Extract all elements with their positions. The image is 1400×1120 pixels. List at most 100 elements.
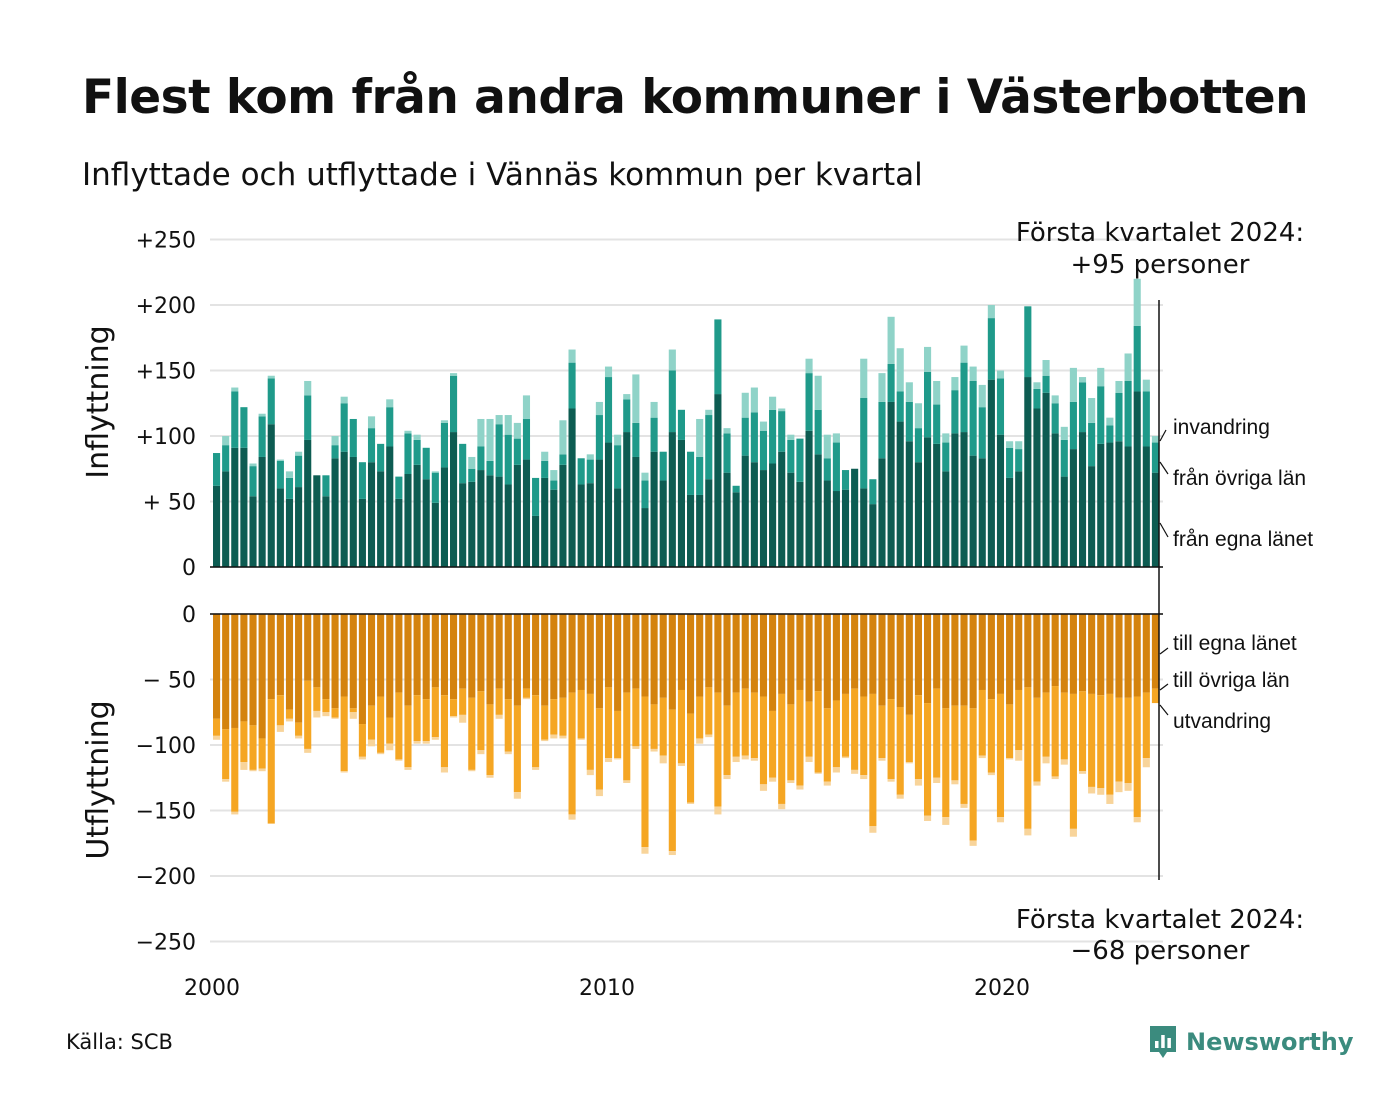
bar-immigration — [541, 451, 549, 461]
outflow-axis-label: Utflyttning — [81, 700, 116, 859]
bar-from-other-counties — [504, 434, 512, 485]
bar-immigration — [404, 430, 412, 434]
bar-to-other-counties — [1060, 692, 1068, 760]
bar-immigration — [832, 433, 840, 443]
bar-emigration — [495, 714, 503, 719]
bar-to-other-counties — [486, 704, 494, 776]
bar-from-other-counties — [440, 422, 448, 468]
bar-immigration — [1033, 382, 1041, 389]
bar-emigration — [422, 741, 430, 744]
bar-to-own-county — [322, 614, 330, 700]
bar-to-own-county — [1015, 614, 1023, 690]
bar-emigration — [996, 817, 1005, 823]
outflow-y-tick-label: 0 — [182, 603, 196, 628]
bar-from-own-county — [1133, 391, 1141, 567]
bar-immigration — [614, 434, 622, 446]
bar-to-other-counties — [1015, 689, 1023, 751]
bar-from-own-county — [276, 488, 284, 567]
bar-to-other-counties — [796, 689, 804, 786]
bar-to-other-counties — [641, 696, 649, 848]
bar-from-own-county — [687, 494, 695, 567]
bar-emigration — [249, 769, 257, 772]
bar-from-own-county — [869, 504, 877, 567]
bar-from-own-county — [951, 433, 959, 567]
bar-to-own-county — [933, 614, 941, 689]
series-label-invandring: invandring — [1173, 416, 1270, 439]
bar-emigration — [477, 750, 485, 755]
bar-emigration — [468, 769, 476, 772]
bar-to-own-county — [495, 614, 503, 689]
bar-from-own-county — [541, 477, 549, 567]
bar-from-own-county — [1069, 449, 1077, 567]
bar-to-other-counties — [413, 695, 421, 742]
bar-to-other-counties — [367, 705, 376, 740]
bar-from-own-county — [404, 473, 412, 567]
bar-from-other-counties — [568, 362, 576, 409]
bar-immigration — [513, 422, 521, 439]
bar-from-own-county — [304, 439, 312, 567]
brand-logo: Newsworthy — [1148, 1024, 1354, 1060]
bar-from-other-counties — [841, 470, 850, 490]
inflow-y-tick-label: + 50 — [143, 491, 196, 516]
bar-emigration — [1051, 776, 1059, 780]
bar-emigration — [987, 772, 995, 776]
bar-emigration — [933, 777, 941, 783]
bar-to-own-county — [231, 614, 239, 728]
bar-from-own-county — [814, 454, 822, 567]
bar-emigration — [595, 789, 603, 797]
bar-from-other-counties — [650, 417, 658, 452]
bar-immigration — [878, 373, 886, 402]
bar-to-own-county — [1042, 614, 1050, 693]
bar-from-other-counties — [942, 442, 950, 472]
bar-to-own-county — [422, 614, 430, 700]
bar-emigration — [513, 792, 521, 799]
bar-immigration — [1124, 353, 1132, 381]
inflow-y-tick-label: 0 — [182, 556, 196, 581]
bar-emigration — [778, 803, 786, 810]
bar-to-own-county — [477, 614, 485, 692]
bar-from-other-counties — [222, 445, 230, 472]
bar-emigration — [586, 769, 594, 776]
bar-to-own-county — [550, 614, 558, 700]
bar-from-own-county — [705, 479, 713, 567]
bar-immigration — [586, 454, 594, 460]
bar-immigration — [1078, 377, 1087, 383]
bar-to-own-county — [741, 614, 749, 689]
bar-from-other-counties — [276, 460, 284, 489]
bar-from-own-county — [714, 394, 722, 567]
bar-emigration — [459, 714, 467, 723]
leader-line-till-egna-lanet — [1159, 647, 1169, 655]
outflow-y-tick-label: −100 — [136, 734, 196, 759]
bar-from-other-counties — [595, 415, 603, 460]
bar-emigration — [240, 762, 248, 770]
bar-from-other-counties — [304, 395, 312, 440]
bar-from-other-counties — [413, 439, 421, 465]
bar-emigration — [550, 734, 558, 739]
bar-to-own-county — [641, 614, 649, 697]
bar-from-other-counties — [750, 412, 758, 463]
bar-from-own-county — [240, 447, 248, 567]
bar-emigration — [367, 739, 376, 747]
bar-from-own-county — [213, 485, 221, 567]
bar-from-other-counties — [869, 479, 877, 505]
bar-to-own-county — [623, 614, 631, 693]
bar-to-other-counties — [960, 705, 968, 804]
bar-from-own-county — [468, 481, 476, 567]
bar-to-other-counties — [1033, 697, 1041, 782]
bar-from-other-counties — [741, 417, 749, 456]
bar-emigration — [568, 814, 576, 820]
bar-from-other-counties — [832, 442, 840, 492]
bar-from-other-counties — [577, 458, 585, 485]
bar-emigration — [1142, 758, 1150, 768]
series-label-fran-ovriga-lan: från övriga län — [1173, 467, 1306, 490]
bar-from-other-counties — [559, 454, 567, 465]
bar-to-other-counties — [942, 708, 950, 818]
bar-emigration — [1106, 794, 1114, 804]
bar-to-own-county — [841, 614, 850, 694]
bar-from-own-county — [650, 451, 658, 567]
bar-emigration — [741, 755, 749, 760]
bar-to-own-county — [714, 614, 722, 693]
bar-to-own-county — [1115, 614, 1123, 698]
bar-to-other-counties — [431, 687, 439, 738]
bar-from-own-county — [595, 459, 603, 567]
